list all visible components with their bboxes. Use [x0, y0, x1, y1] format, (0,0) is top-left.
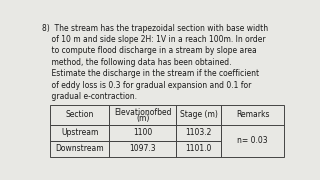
Text: Elevationofbed: Elevationofbed: [114, 108, 172, 117]
Text: 1097.3: 1097.3: [130, 144, 156, 153]
Bar: [221, 105, 284, 157]
Text: Remarks: Remarks: [236, 110, 269, 119]
Text: to compute flood discharge in a stream by slope area: to compute flood discharge in a stream b…: [43, 46, 257, 55]
Bar: [109, 141, 176, 157]
Text: method, the following data has been obtained.: method, the following data has been obta…: [43, 58, 232, 67]
Text: 1101.0: 1101.0: [186, 144, 212, 153]
Bar: [176, 125, 221, 141]
Text: 1103.2: 1103.2: [186, 128, 212, 137]
Bar: [109, 125, 176, 141]
Text: Downstream: Downstream: [55, 144, 104, 153]
Text: Stage (m): Stage (m): [180, 110, 218, 119]
Text: Upstream: Upstream: [61, 128, 98, 137]
Bar: [50, 125, 109, 141]
Text: of eddy loss is 0.3 for gradual expansion and 0.1 for: of eddy loss is 0.3 for gradual expansio…: [43, 80, 252, 89]
Text: Estimate the discharge in the stream if the coefficient: Estimate the discharge in the stream if …: [43, 69, 260, 78]
Text: of 10 m and side slope 2H: 1V in a reach 100m. In order: of 10 m and side slope 2H: 1V in a reach…: [43, 35, 266, 44]
Bar: [176, 141, 221, 157]
Text: 8)  The stream has the trapezoidal section with base width: 8) The stream has the trapezoidal sectio…: [43, 24, 268, 33]
Text: gradual e-contraction.: gradual e-contraction.: [43, 92, 138, 101]
Bar: [176, 105, 221, 125]
Text: 1100: 1100: [133, 128, 153, 137]
Text: n= 0.03: n= 0.03: [237, 136, 268, 145]
Bar: [50, 105, 109, 125]
Bar: [109, 105, 176, 125]
Text: (m): (m): [136, 114, 150, 123]
Text: Section: Section: [66, 110, 94, 119]
Bar: [50, 141, 109, 157]
